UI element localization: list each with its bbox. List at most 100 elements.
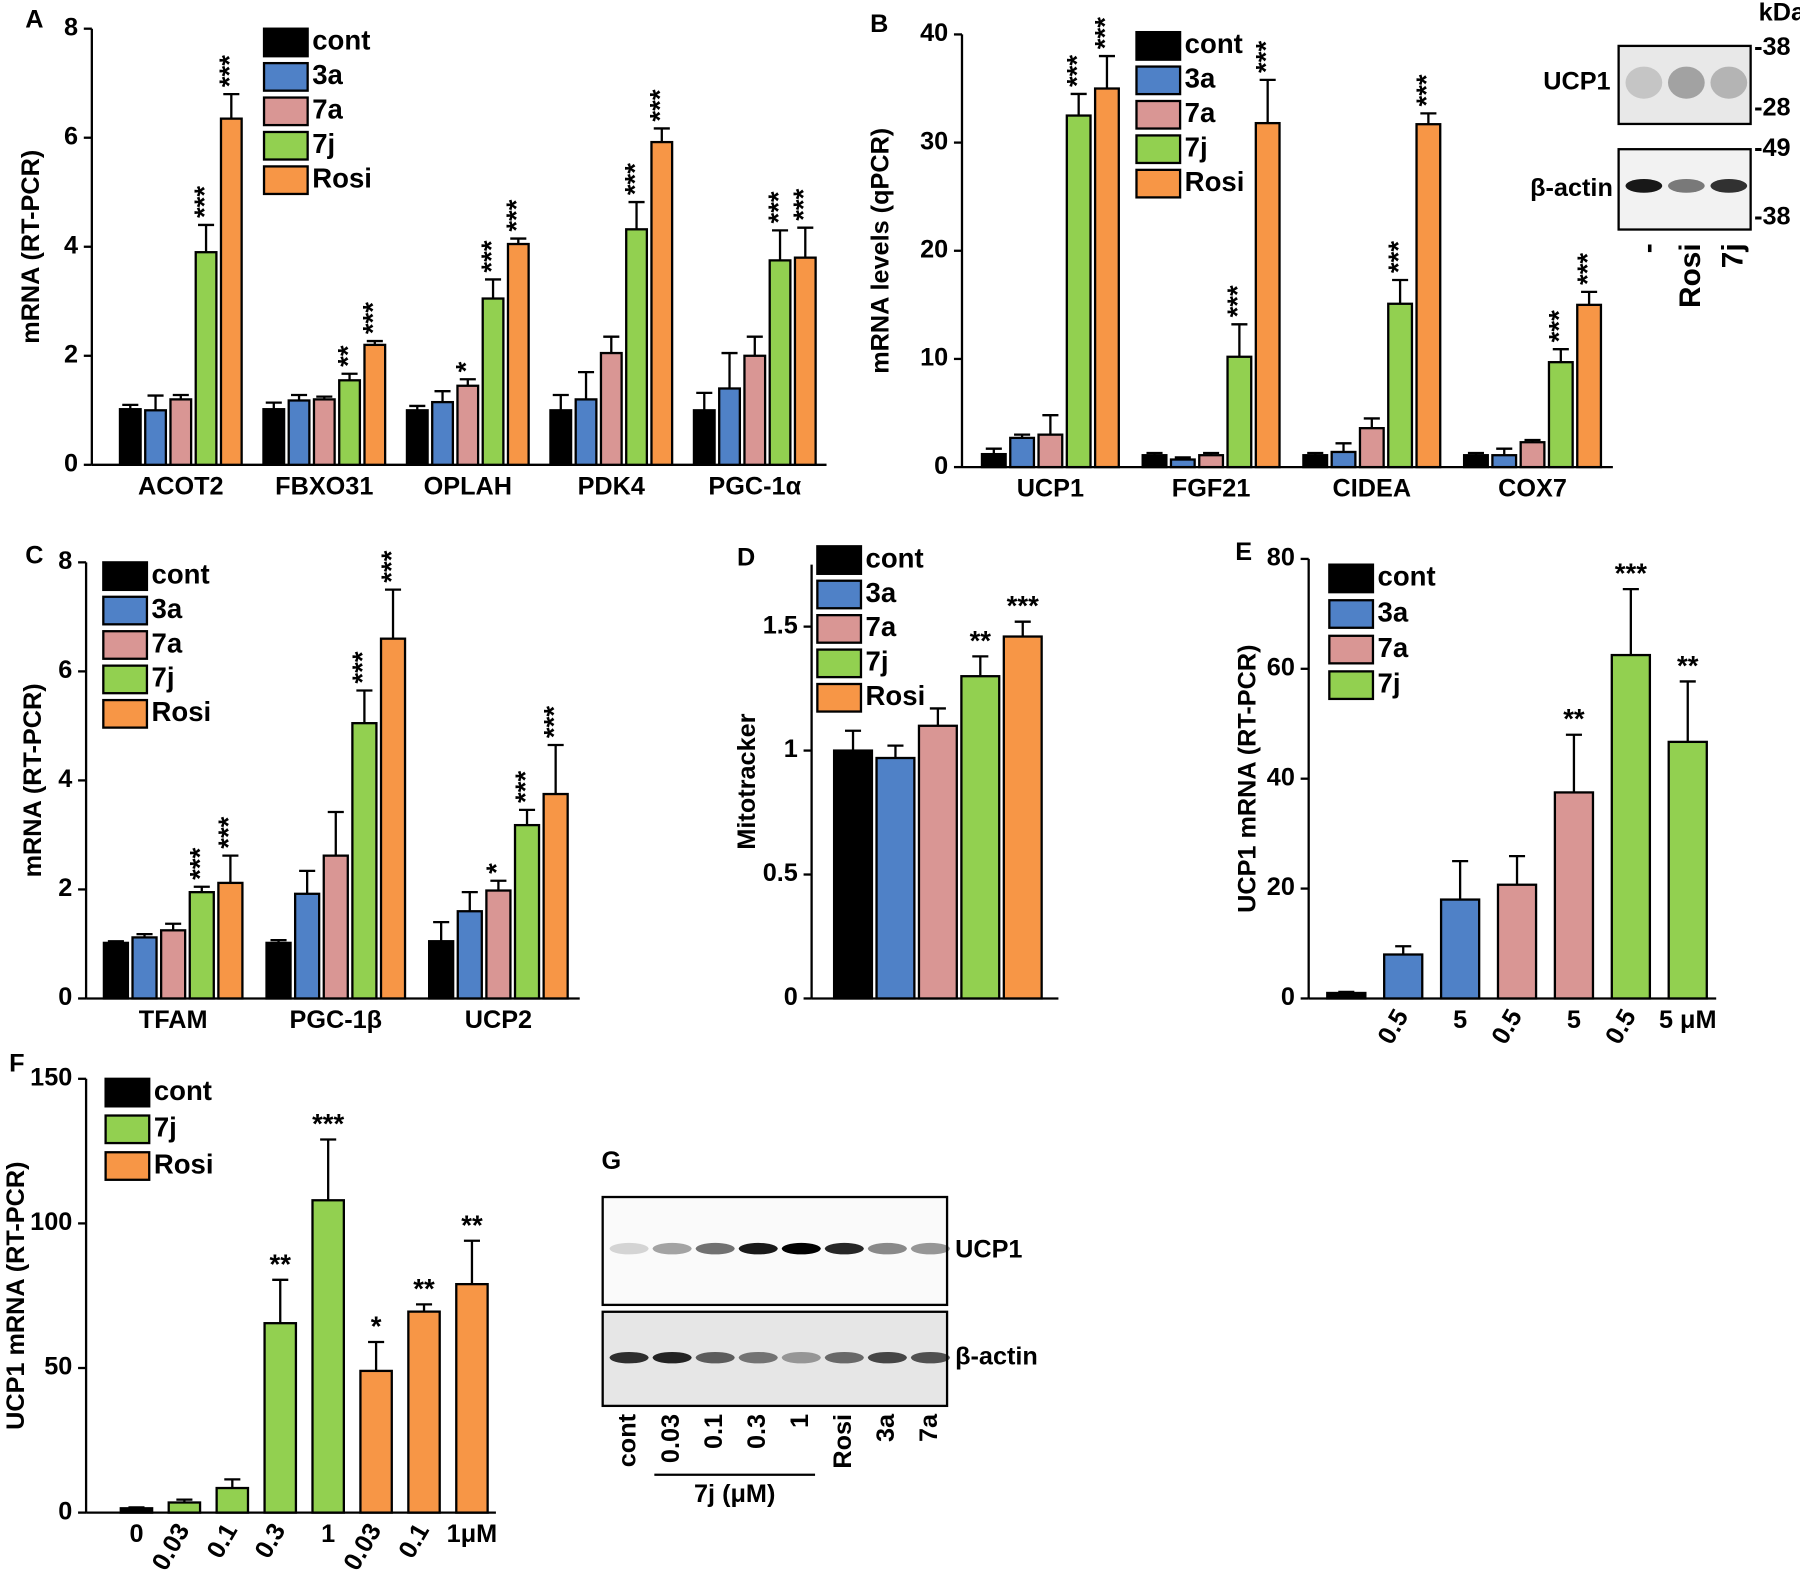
- x-tick-label: 1μM: [447, 1520, 498, 1548]
- legend-swatch: [816, 682, 863, 713]
- legend-label: 7j: [866, 646, 889, 677]
- bar: [1383, 953, 1424, 1000]
- bar: [549, 409, 573, 466]
- significance: **: [1563, 703, 1585, 734]
- x-tick-label: PGC-1α: [708, 472, 801, 500]
- bar: [1387, 302, 1414, 469]
- bar: [217, 881, 244, 1000]
- x-tick-label: UCP2: [465, 1006, 532, 1034]
- bar: [144, 409, 168, 466]
- blot-band: [609, 1351, 649, 1364]
- significance: ***: [214, 55, 245, 87]
- y-tick-label: 0: [58, 1497, 72, 1525]
- significance: ***: [1615, 558, 1647, 589]
- x-tick-label: FGF21: [1172, 475, 1251, 503]
- panel-letter: G: [602, 1147, 622, 1175]
- legend-swatch: [104, 1077, 151, 1108]
- bar: [768, 259, 792, 466]
- bar: [119, 1507, 154, 1514]
- marker-label: -28: [1754, 94, 1791, 122]
- bar: [379, 637, 407, 1000]
- legend-swatch: [262, 130, 309, 161]
- y-tick-label: 50: [44, 1353, 72, 1381]
- significance: ***: [188, 186, 219, 218]
- y-axis-label: UCP1 mRNA (RT-PCR): [2, 1162, 30, 1430]
- legend-swatch: [102, 698, 149, 729]
- y-tick-label: 10: [920, 344, 948, 372]
- bar: [188, 891, 215, 1000]
- bar: [1037, 433, 1064, 469]
- significance: ***: [312, 1108, 344, 1139]
- significance: ***: [1411, 74, 1442, 106]
- legend-swatch: [1135, 134, 1182, 165]
- bar: [263, 1322, 298, 1514]
- bar: [287, 399, 311, 466]
- blot-row-label: β-actin: [1530, 174, 1613, 202]
- y-tick-label: 0: [64, 449, 78, 477]
- bar: [1576, 303, 1603, 469]
- y-tick-label: 0.5: [763, 859, 798, 887]
- y-tick-label: 1: [784, 735, 798, 763]
- legend-swatch: [102, 561, 149, 592]
- legend-label: 7j: [154, 1112, 177, 1143]
- panel-letter: B: [870, 10, 888, 38]
- x-tick-label: 0.5: [1600, 1005, 1642, 1049]
- legend-label: 7a: [866, 611, 897, 642]
- panel-letter: D: [737, 544, 755, 572]
- lane-label: cont: [614, 1413, 642, 1467]
- blot-band: [1710, 179, 1748, 193]
- legend-label: 7a: [1378, 632, 1409, 663]
- significance: **: [461, 1209, 483, 1240]
- significance: ***: [619, 163, 650, 195]
- x-tick-label: 5: [1567, 1006, 1581, 1034]
- blot-band: [1625, 179, 1663, 193]
- y-tick-label: 40: [920, 19, 948, 47]
- bar: [1093, 87, 1120, 469]
- bar: [692, 409, 716, 466]
- bar: [359, 1369, 393, 1514]
- bar: [1358, 427, 1385, 469]
- bar: [407, 1310, 441, 1514]
- legend-swatch: [104, 1151, 151, 1181]
- bar: [293, 892, 321, 1000]
- y-tick-label: 20: [1267, 873, 1295, 901]
- bar: [265, 941, 292, 1000]
- bar: [311, 1199, 345, 1514]
- legend-swatch: [816, 545, 863, 575]
- bar: [599, 351, 623, 466]
- y-axis-label: mRNA (RT-PCR): [19, 683, 47, 877]
- bar: [351, 722, 378, 1000]
- legend-swatch: [102, 630, 149, 660]
- blot-band: [652, 1242, 692, 1255]
- legend-swatch: [262, 96, 309, 127]
- bar: [1326, 991, 1367, 1000]
- significance: ***: [1382, 241, 1413, 273]
- y-tick-label: 4: [58, 765, 72, 793]
- blot-band: [910, 1242, 950, 1255]
- bar: [215, 1486, 250, 1514]
- x-tick-label: PDK4: [578, 472, 645, 500]
- legend-swatch: [816, 613, 863, 644]
- bar: [1141, 454, 1168, 469]
- panel-letter: E: [1235, 538, 1252, 566]
- significance: ***: [644, 89, 675, 121]
- legend-label: 7a: [1185, 97, 1216, 128]
- blot-row-label: β-actin: [955, 1342, 1038, 1370]
- blot-row-label: UCP1: [1543, 67, 1610, 95]
- bar: [1169, 458, 1196, 469]
- legend-swatch: [1135, 168, 1182, 199]
- legend-label: Rosi: [152, 696, 212, 727]
- bar: [312, 398, 336, 466]
- legend-label: 7a: [312, 94, 343, 125]
- bar: [743, 354, 767, 466]
- significance: ***: [347, 651, 378, 683]
- bar: [506, 242, 530, 466]
- marker-label: -38: [1754, 203, 1791, 231]
- legend-label: 7j: [1185, 131, 1208, 162]
- y-tick-label: 80: [1267, 544, 1295, 572]
- x-tick-label: OPLAH: [424, 472, 512, 500]
- x-tick-label: 0.5: [1486, 1005, 1528, 1049]
- bar: [1553, 791, 1595, 1000]
- bar: [650, 140, 674, 466]
- blot-band: [910, 1351, 950, 1364]
